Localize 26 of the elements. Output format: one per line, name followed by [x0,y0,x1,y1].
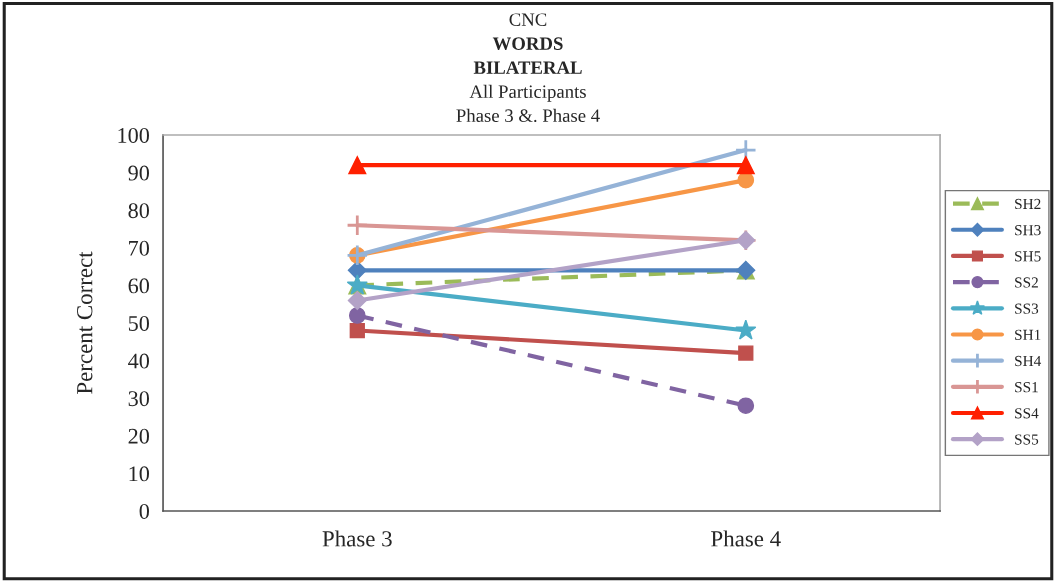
y-tick-label: 10 [129,466,149,482]
y-tick-label: 30 [128,391,149,407]
x-tick-label: Phase 4 [711,530,781,547]
chart-title: CNC WORDS BILATERAL [473,13,582,74]
legend-label: SS4 [1015,408,1039,419]
y-tick-label: 50 [128,315,149,331]
y-tick-label: 20 [128,428,149,444]
y-tick-label: 60 [128,278,149,294]
legend-label: SS1 [1015,382,1038,393]
y-tick-label: 90 [128,165,149,181]
y-tick-label: 40 [128,353,149,369]
legend-label: SH4 [1015,355,1042,367]
legend-label: SS5 [1015,434,1039,445]
y-tick-label: 100 [118,127,149,143]
y-tick-label: 80 [128,203,149,219]
y-tick-label: 70 [129,240,149,256]
y-tick-label: 0 [139,503,149,519]
legend-label: SH2 [1015,198,1041,210]
y-axis-title: Percent Correct [77,251,93,394]
legend-label: SS2 [1015,277,1038,288]
legend-label: SH1 [1015,329,1041,340]
legend-label: SS3 [1015,303,1039,314]
legend-label: SH3 [1015,225,1041,236]
chart-subtitle: All Participants Phase 3 &. Phase 4 [456,84,600,123]
legend-label: SH5 [1015,251,1041,262]
x-tick-label: Phase 3 [322,530,392,547]
